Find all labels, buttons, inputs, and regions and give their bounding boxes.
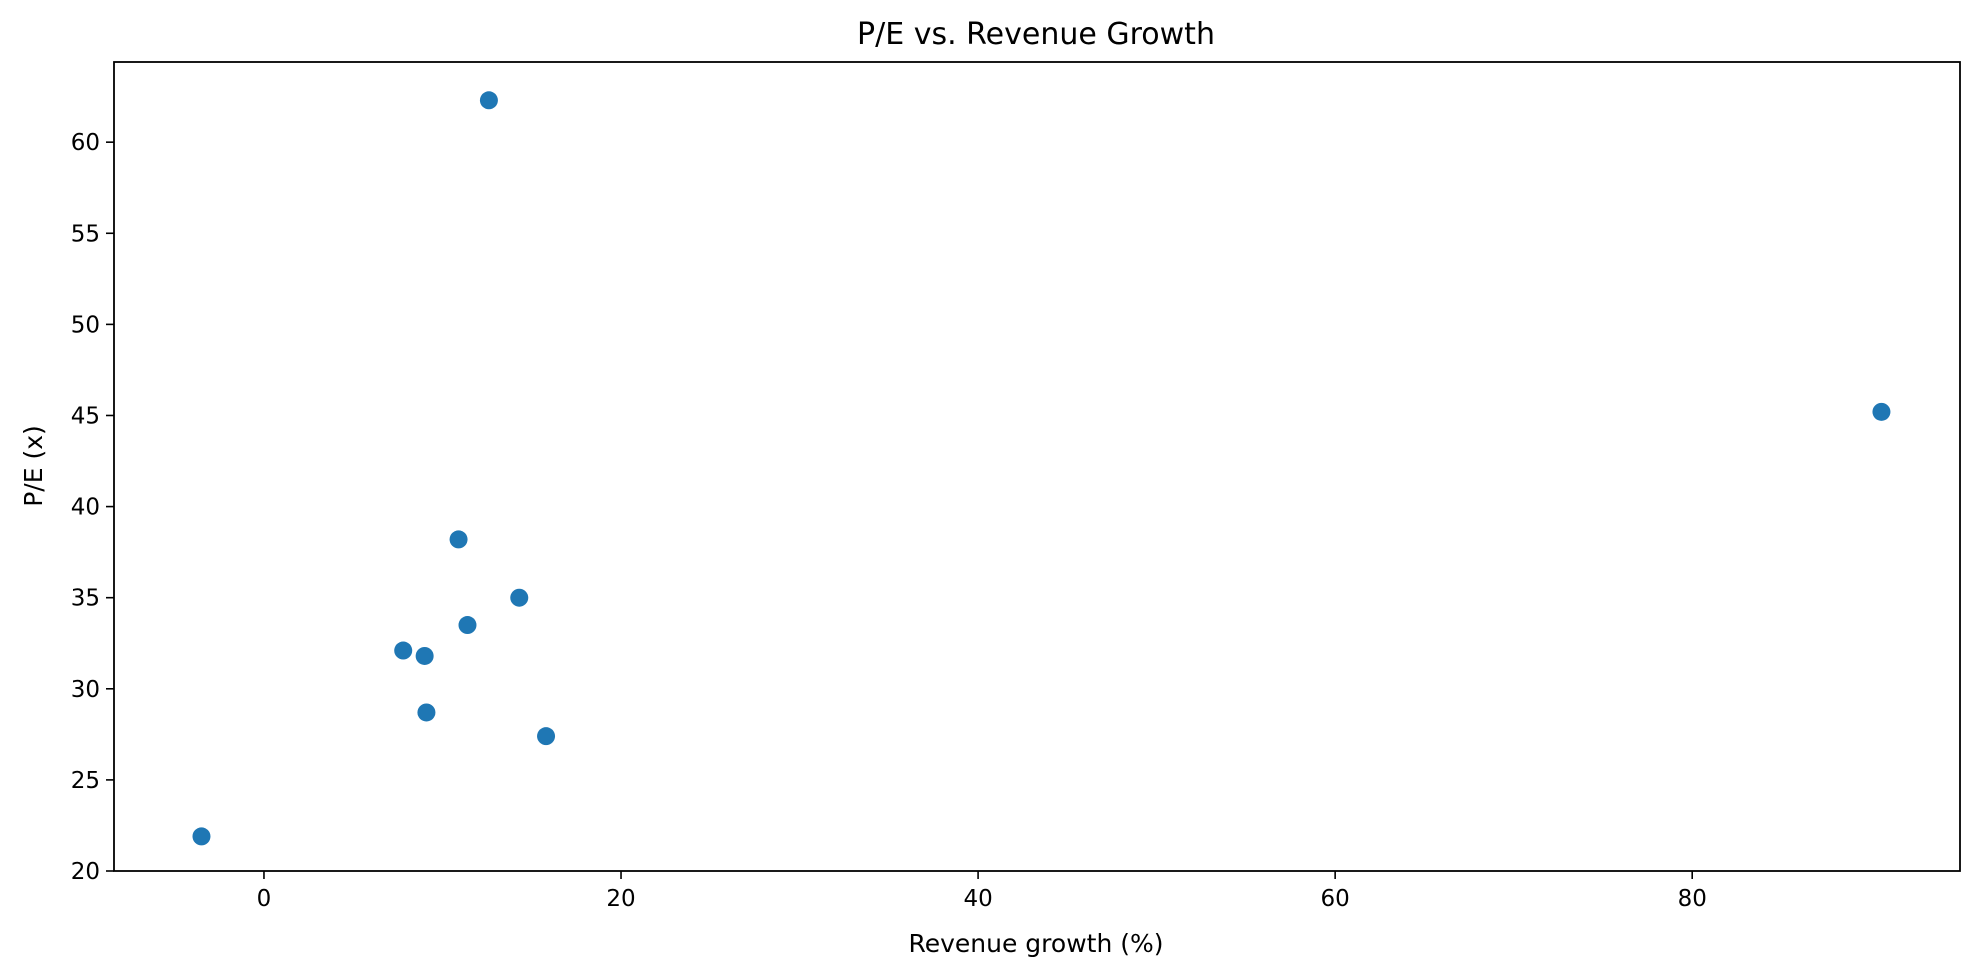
y-tick-label: 30 bbox=[71, 677, 100, 703]
y-tick-label: 20 bbox=[71, 859, 100, 885]
data-point-6 bbox=[479, 91, 498, 110]
data-point-2 bbox=[415, 646, 434, 665]
data-points bbox=[192, 91, 1891, 846]
x-axis-title: Revenue growth (%) bbox=[908, 929, 1163, 958]
data-point-3 bbox=[417, 703, 436, 722]
chart-title: P/E vs. Revenue Growth bbox=[857, 17, 1215, 52]
x-axis: 0 20 40 60 80 bbox=[257, 871, 1707, 912]
x-tick-label: 80 bbox=[1678, 886, 1707, 912]
x-tick-label: 0 bbox=[257, 886, 272, 912]
x-tick-label: 60 bbox=[1321, 886, 1350, 912]
y-tick-label: 50 bbox=[71, 312, 100, 338]
x-tick-label: 20 bbox=[606, 886, 635, 912]
data-point-7 bbox=[510, 588, 529, 607]
data-point-9 bbox=[1872, 402, 1891, 421]
y-tick-label: 25 bbox=[71, 768, 100, 794]
data-point-4 bbox=[449, 530, 468, 549]
x-tick-label: 40 bbox=[963, 886, 992, 912]
y-tick-label: 45 bbox=[71, 403, 100, 429]
y-tick-label: 35 bbox=[71, 586, 100, 612]
y-axis-title: P/E (x) bbox=[19, 425, 48, 507]
plot-area-frame bbox=[113, 61, 1961, 872]
y-tick-label: 55 bbox=[71, 221, 100, 247]
y-axis: 20 25 30 35 40 45 50 55 60 bbox=[71, 130, 114, 885]
data-point-5 bbox=[458, 616, 477, 635]
data-point-8 bbox=[537, 727, 556, 746]
y-tick-label: 40 bbox=[71, 495, 100, 521]
data-point-0 bbox=[192, 827, 211, 846]
data-point-1 bbox=[394, 641, 413, 660]
y-tick-label: 60 bbox=[71, 130, 100, 156]
